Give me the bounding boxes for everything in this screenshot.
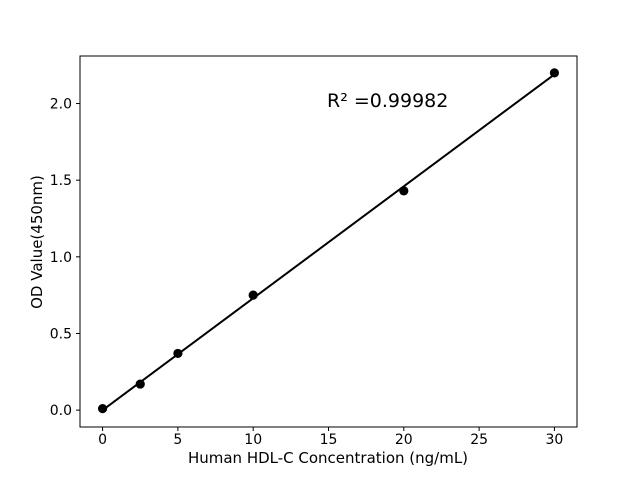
y-tick-label: 0.5	[50, 326, 72, 342]
x-tick-label: 0	[98, 432, 107, 448]
data-point	[248, 290, 258, 300]
data-point	[135, 379, 145, 389]
data-point	[173, 348, 183, 359]
data-point	[549, 68, 560, 78]
y-tick-label: 2.0	[50, 97, 72, 113]
x-axis-label: Human HDL-C Concentration (ng/mL)	[187, 449, 469, 467]
x-tick-label: 15	[320, 432, 338, 448]
r-squared-annotation: R² =0.99982	[327, 90, 449, 112]
y-axis-label: OD Value(450nm)	[28, 175, 46, 309]
x-tick-label: 20	[395, 432, 413, 448]
data-point	[399, 186, 409, 196]
x-tick-label: 5	[173, 432, 182, 448]
x-tick-label: 10	[244, 432, 262, 448]
x-tick-label: 30	[545, 432, 563, 448]
y-tick-label: 1.0	[50, 250, 72, 266]
data-point	[97, 404, 108, 414]
fit-line	[101, 73, 556, 411]
x-tick-label: 25	[470, 432, 488, 448]
y-tick-label: 0.0	[50, 403, 72, 419]
y-tick-label: 1.5	[50, 173, 72, 189]
